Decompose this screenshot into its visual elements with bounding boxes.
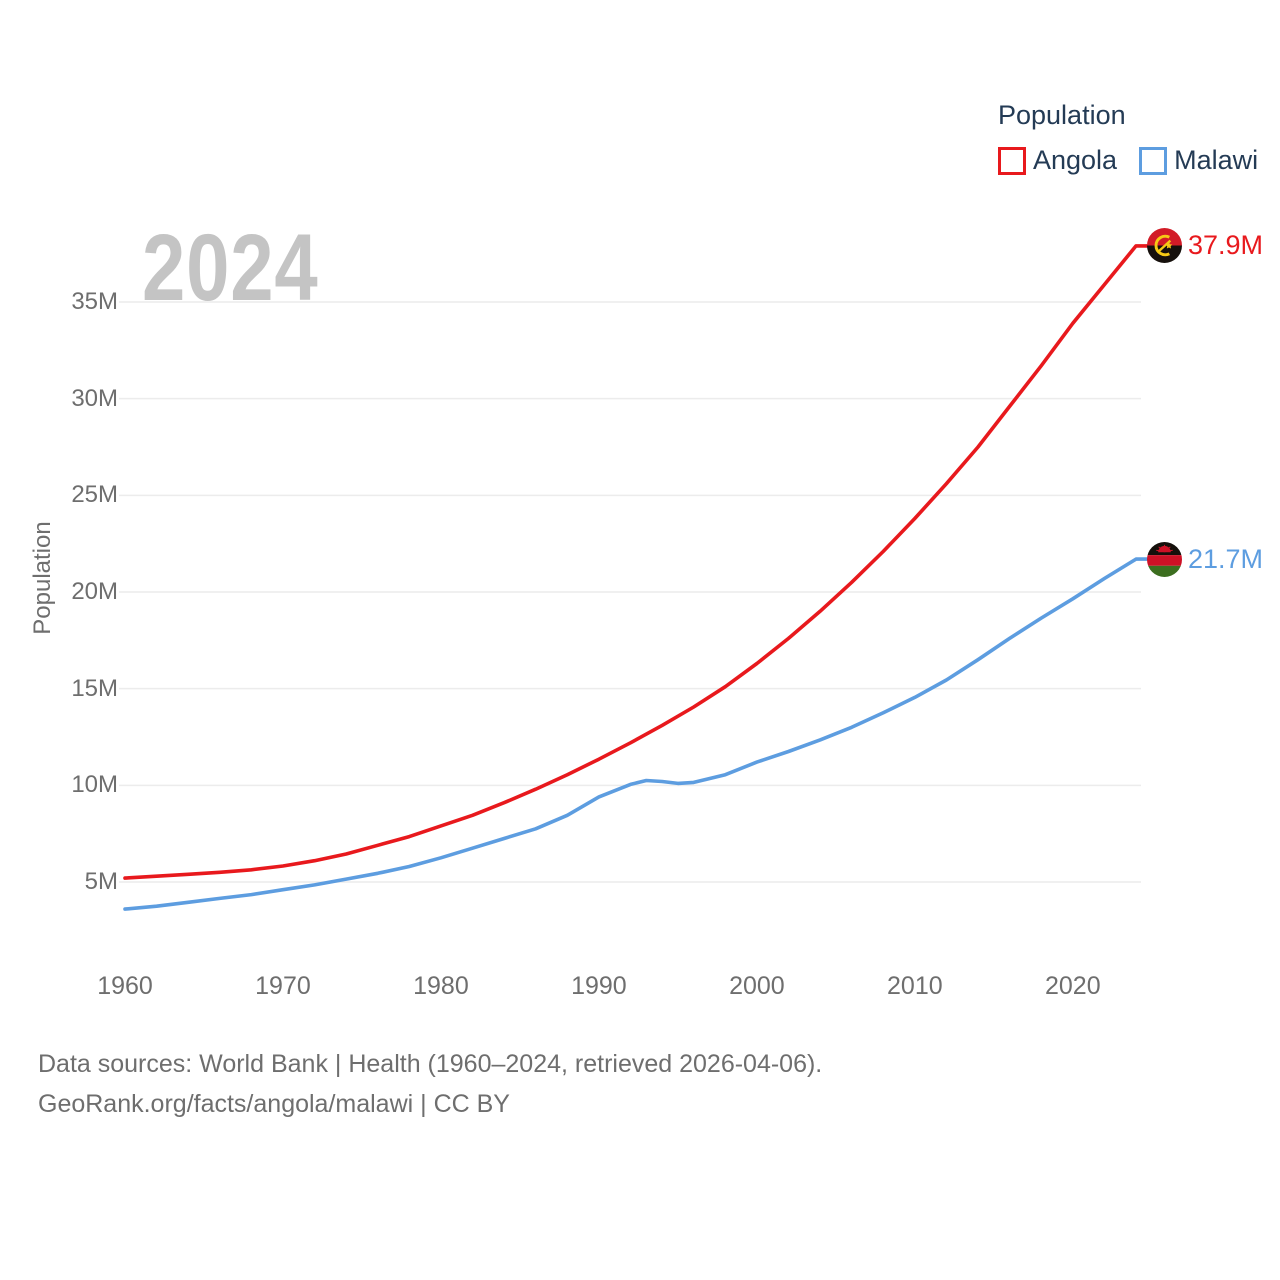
malawi-line[interactable] xyxy=(123,557,1154,911)
malawi-end-label: 21.7M xyxy=(1188,543,1264,574)
footer-sources-line: Data sources: World Bank | Health (1960–… xyxy=(38,1050,823,1078)
x-tick-label: 1980 xyxy=(413,972,469,1000)
malawi-end-marker[interactable]: 21.7M xyxy=(1147,541,1264,577)
angola-end-marker[interactable]: 37.9M xyxy=(1147,228,1264,264)
footer-attribution: Data sources: World Bank | Health (1960–… xyxy=(38,1044,822,1124)
x-tick-label: 2000 xyxy=(729,972,785,1000)
legend-item-angola[interactable]: Angola xyxy=(998,145,1117,176)
legend-label-angola: Angola xyxy=(1033,145,1118,175)
y-tick-label: 15M xyxy=(71,674,118,702)
angola-end-label: 37.9M xyxy=(1188,230,1264,261)
angola-flag-icon xyxy=(1147,228,1182,264)
y-axis-title: Population xyxy=(29,521,56,635)
series-lines xyxy=(123,244,1154,911)
gridlines xyxy=(119,301,1141,883)
legend-title: Population xyxy=(998,100,1126,130)
y-tick-label: 25M xyxy=(71,481,118,509)
x-tick-label: 1970 xyxy=(255,972,311,1000)
legend-items: Angola Malawi xyxy=(998,145,1258,176)
plot-area xyxy=(119,244,1154,911)
legend-label-malawi: Malawi xyxy=(1174,145,1259,175)
y-tick-label: 5M xyxy=(84,868,118,895)
x-tick-label: 1960 xyxy=(97,972,153,1000)
x-tick-label: 2010 xyxy=(887,972,943,1000)
y-tick-label: 35M xyxy=(71,288,118,315)
angola-swatch-icon xyxy=(998,146,1026,175)
year-watermark: 2024 xyxy=(142,215,319,321)
footer-url-line: GeoRank.org/facts/angola/malawi | CC BY xyxy=(38,1090,510,1118)
legend: Population Angola Malawi xyxy=(998,100,1258,176)
y-tick-label: 10M xyxy=(71,771,118,799)
legend-item-malawi[interactable]: Malawi xyxy=(1139,145,1258,176)
y-tick-label: 20M xyxy=(71,578,118,605)
angola-line[interactable] xyxy=(123,244,1154,880)
x-tick-label: 1990 xyxy=(571,972,627,1000)
malawi-swatch-icon xyxy=(1139,146,1168,175)
y-tick-label: 30M xyxy=(71,384,118,412)
x-tick-label: 2020 xyxy=(1045,972,1101,1000)
malawi-flag-icon xyxy=(1147,541,1182,577)
